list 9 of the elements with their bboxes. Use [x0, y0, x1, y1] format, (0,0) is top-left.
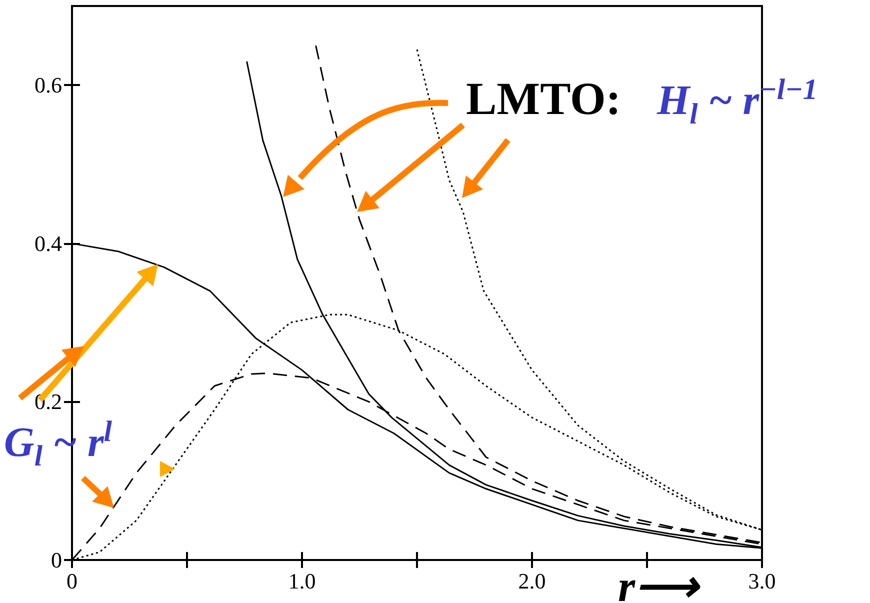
x-tick-label: 0: [66, 568, 78, 594]
x-tick-label: 2.0: [518, 568, 546, 594]
x-axis-title: r⟶: [618, 562, 698, 603]
y-tick-label: 0: [51, 548, 62, 572]
x-tick-label: 3.0: [748, 568, 776, 594]
x-tick-label: 1.0: [288, 568, 316, 594]
annotation: LMTO:: [466, 73, 622, 124]
y-tick-label: 0.6: [34, 72, 62, 98]
y-tick-label: 0.4: [34, 230, 62, 256]
